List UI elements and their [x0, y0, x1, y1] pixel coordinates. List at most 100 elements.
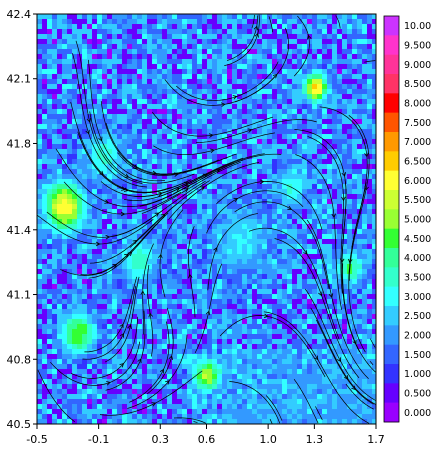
heatmap-cell — [327, 279, 333, 285]
heatmap-cell — [217, 114, 223, 120]
heatmap-cell — [332, 284, 338, 290]
heatmap-cell — [272, 289, 278, 295]
heatmap-cell — [177, 299, 183, 305]
heatmap-cell — [252, 114, 258, 120]
heatmap-cell — [307, 44, 313, 50]
heatmap-cell — [292, 124, 298, 130]
heatmap-cell — [122, 289, 128, 295]
heatmap-cell — [77, 264, 83, 270]
heatmap-cell — [337, 304, 343, 310]
heatmap-cell — [227, 294, 233, 300]
heatmap-cell — [112, 149, 118, 155]
heatmap-cell — [327, 19, 333, 25]
heatmap-cell — [277, 39, 283, 45]
heatmap-cell — [92, 194, 98, 200]
heatmap-cell — [157, 324, 163, 330]
heatmap-cell — [112, 154, 118, 160]
heatmap-cell — [217, 69, 223, 75]
heatmap-cell — [347, 79, 353, 85]
heatmap-cell — [227, 109, 233, 115]
heatmap-cell — [337, 84, 343, 90]
heatmap-cell — [242, 184, 248, 190]
heatmap-cell — [197, 149, 203, 155]
heatmap-cell — [317, 194, 323, 200]
heatmap-cell — [37, 169, 43, 175]
heatmap-cell — [107, 154, 113, 160]
heatmap-cell — [97, 254, 103, 260]
heatmap-cell — [132, 319, 138, 325]
heatmap-cell — [177, 129, 183, 135]
heatmap-cell — [342, 34, 348, 40]
heatmap-cell — [202, 74, 208, 80]
heatmap-cell — [367, 244, 373, 250]
heatmap-cell — [117, 339, 123, 345]
heatmap-cell — [272, 99, 278, 105]
heatmap-cell — [132, 219, 138, 225]
heatmap-cell — [152, 134, 158, 140]
heatmap-cell — [162, 329, 168, 335]
heatmap-cell — [47, 189, 53, 195]
heatmap-cell — [157, 229, 163, 235]
heatmap-cell — [242, 269, 248, 275]
heatmap-cell — [122, 209, 128, 215]
heatmap-cell — [272, 254, 278, 260]
heatmap-cell — [282, 94, 288, 100]
heatmap-cell — [42, 379, 48, 385]
heatmap-cell — [282, 99, 288, 105]
heatmap-cell — [282, 64, 288, 70]
heatmap-cell — [97, 234, 103, 240]
heatmap-cell — [302, 239, 308, 245]
heatmap-cell — [107, 374, 113, 380]
heatmap-cell — [152, 209, 158, 215]
heatmap-cell — [327, 129, 333, 135]
heatmap-cell — [182, 244, 188, 250]
heatmap-cell — [272, 79, 278, 85]
heatmap-cell — [232, 319, 238, 325]
heatmap-cell — [342, 19, 348, 25]
heatmap-cell — [332, 289, 338, 295]
heatmap-cell — [327, 59, 333, 65]
heatmap-cell — [67, 189, 73, 195]
heatmap-cell — [367, 209, 373, 215]
heatmap-cell — [142, 264, 148, 270]
heatmap-cell — [332, 259, 338, 265]
heatmap-cell — [262, 214, 268, 220]
heatmap-cell — [157, 204, 163, 210]
heatmap-cell — [262, 254, 268, 260]
heatmap-cell — [317, 154, 323, 160]
heatmap-cell — [342, 234, 348, 240]
heatmap-cell — [367, 279, 373, 285]
heatmap-cell — [332, 174, 338, 180]
heatmap-cell — [362, 239, 368, 245]
heatmap-cell — [97, 119, 103, 125]
heatmap-cell — [297, 134, 303, 140]
heatmap-cell — [117, 359, 123, 365]
heatmap-cell — [192, 159, 198, 165]
heatmap-cell — [352, 79, 358, 85]
heatmap-cell — [317, 109, 323, 115]
heatmap-cell — [82, 224, 88, 230]
heatmap-cell — [257, 194, 263, 200]
heatmap-cell — [367, 149, 373, 155]
heatmap-cell — [47, 179, 53, 185]
heatmap-cell — [137, 119, 143, 125]
heatmap-cell — [247, 119, 253, 125]
heatmap-cell — [242, 304, 248, 310]
heatmap-cell — [342, 59, 348, 65]
heatmap-cell — [307, 49, 313, 55]
heatmap-cell — [152, 274, 158, 280]
heatmap-cell — [287, 114, 293, 120]
heatmap-cell — [132, 124, 138, 130]
heatmap-cell — [302, 14, 308, 20]
heatmap-cell — [72, 374, 78, 380]
heatmap-cell — [107, 89, 113, 95]
heatmap-cell — [287, 259, 293, 265]
heatmap-cell — [207, 169, 213, 175]
heatmap-cell — [322, 354, 328, 360]
heatmap-cell — [312, 344, 318, 350]
heatmap-cell — [77, 44, 83, 50]
heatmap-cell — [252, 274, 258, 280]
heatmap-cell — [77, 289, 83, 295]
heatmap-cell — [287, 129, 293, 135]
heatmap-cell — [127, 49, 133, 55]
